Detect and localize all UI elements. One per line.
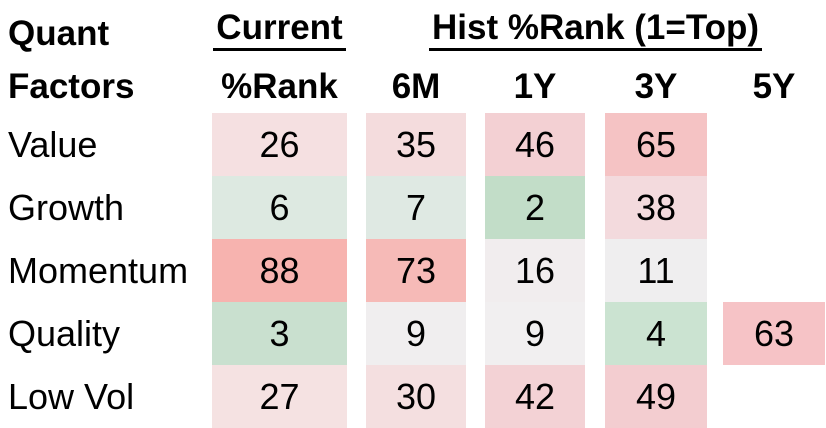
table-title-line2: Factors (8, 67, 135, 106)
cell-quality-current: 3 (212, 302, 347, 365)
cell-momentum-current: 88 (212, 239, 347, 302)
cell-quality-1y: 9 (485, 302, 585, 365)
cell-value-current: 26 (212, 113, 347, 176)
row-label-quality: Quality (8, 312, 121, 354)
current-group-header: Current (212, 0, 347, 53)
cell-quality-3y: 4 (605, 302, 707, 365)
period-header-3y: 3Y (634, 67, 678, 106)
cell-quality-5y: 63 (723, 302, 825, 365)
cell-low-vol-5y-empty (723, 365, 825, 428)
row-label-growth: Growth (8, 186, 125, 228)
cell-low-vol-6m: 30 (366, 365, 466, 428)
row-label-value: Value (8, 123, 98, 165)
cell-low-vol-current: 27 (212, 365, 347, 428)
cell-value-1y: 46 (485, 113, 585, 176)
current-subheader: %Rank (221, 67, 338, 106)
cell-momentum-5y-empty (723, 239, 825, 302)
cell-growth-3y: 38 (605, 176, 707, 239)
table-title-line1: Quant (8, 14, 110, 53)
cell-value-3y: 65 (605, 113, 707, 176)
current-group-header-text: Current (213, 10, 346, 51)
cell-growth-current: 6 (212, 176, 347, 239)
cell-momentum-6m: 73 (366, 239, 466, 302)
cell-quality-6m: 9 (366, 302, 466, 365)
period-header-1y: 1Y (513, 67, 557, 106)
cell-growth-5y-empty (723, 176, 825, 239)
cell-low-vol-3y: 49 (605, 365, 707, 428)
cell-momentum-3y: 11 (605, 239, 707, 302)
hist-group-header-text: Hist %Rank (1=Top) (428, 10, 763, 51)
cell-momentum-1y: 16 (485, 239, 585, 302)
cell-value-5y-empty (723, 113, 825, 176)
row-label-momentum: Momentum (8, 249, 189, 291)
cell-growth-6m: 7 (366, 176, 466, 239)
hist-group-header: Hist %Rank (1=Top) (366, 0, 825, 53)
cell-growth-1y: 2 (485, 176, 585, 239)
period-header-5y: 5Y (752, 67, 796, 106)
row-label-low-vol: Low Vol (8, 375, 135, 417)
cell-low-vol-1y: 42 (485, 365, 585, 428)
period-header-6m: 6M (391, 67, 441, 106)
cell-value-6m: 35 (366, 113, 466, 176)
